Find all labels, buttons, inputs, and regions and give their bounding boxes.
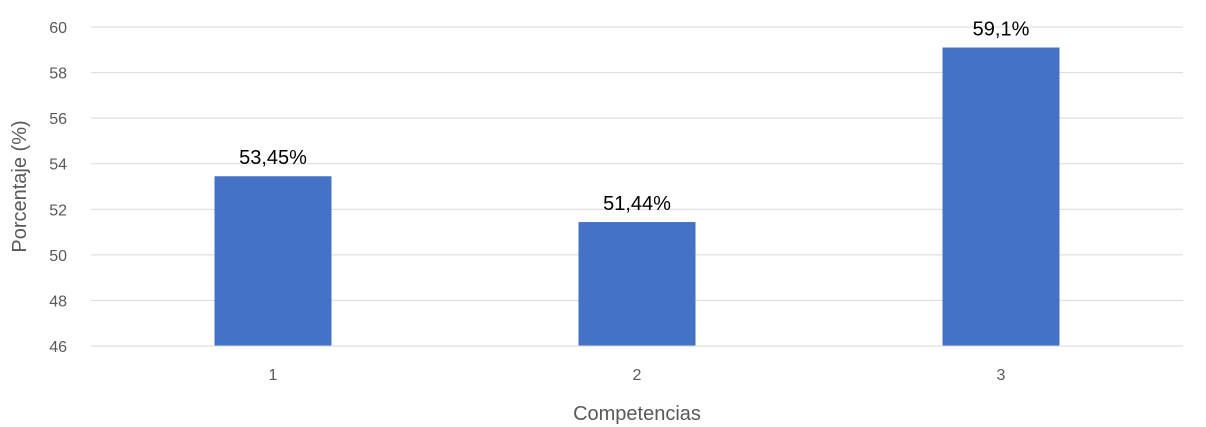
x-axis-ticks: 1 2 3 <box>269 367 1006 384</box>
y-axis-title: Porcentaje (%) <box>9 120 31 252</box>
data-labels: 53,45% 51,44% 59,1% <box>239 19 1029 216</box>
y-tick-label: 48 <box>49 293 67 310</box>
bar-2 <box>578 222 696 346</box>
bar-3 <box>942 47 1060 346</box>
data-label-1: 53,45% <box>239 147 307 169</box>
y-tick-label: 52 <box>49 202 67 219</box>
y-tick-label: 46 <box>49 339 67 356</box>
y-tick-label: 54 <box>49 157 67 174</box>
data-label-3: 59,1% <box>973 19 1030 41</box>
data-label-2: 51,44% <box>603 193 671 215</box>
y-tick-label: 50 <box>49 248 67 265</box>
y-tick-label: 58 <box>49 66 67 83</box>
x-tick-label-3: 3 <box>997 367 1006 384</box>
y-tick-label: 60 <box>49 20 67 37</box>
y-tick-label: 56 <box>49 111 67 128</box>
bar-1 <box>214 176 332 346</box>
bars <box>214 47 1060 346</box>
x-axis-title: Competencias <box>573 403 701 425</box>
x-tick-label-2: 2 <box>633 367 642 384</box>
x-tick-label-1: 1 <box>269 367 278 384</box>
y-axis-ticks: 46 48 50 52 54 56 58 60 <box>49 20 67 356</box>
